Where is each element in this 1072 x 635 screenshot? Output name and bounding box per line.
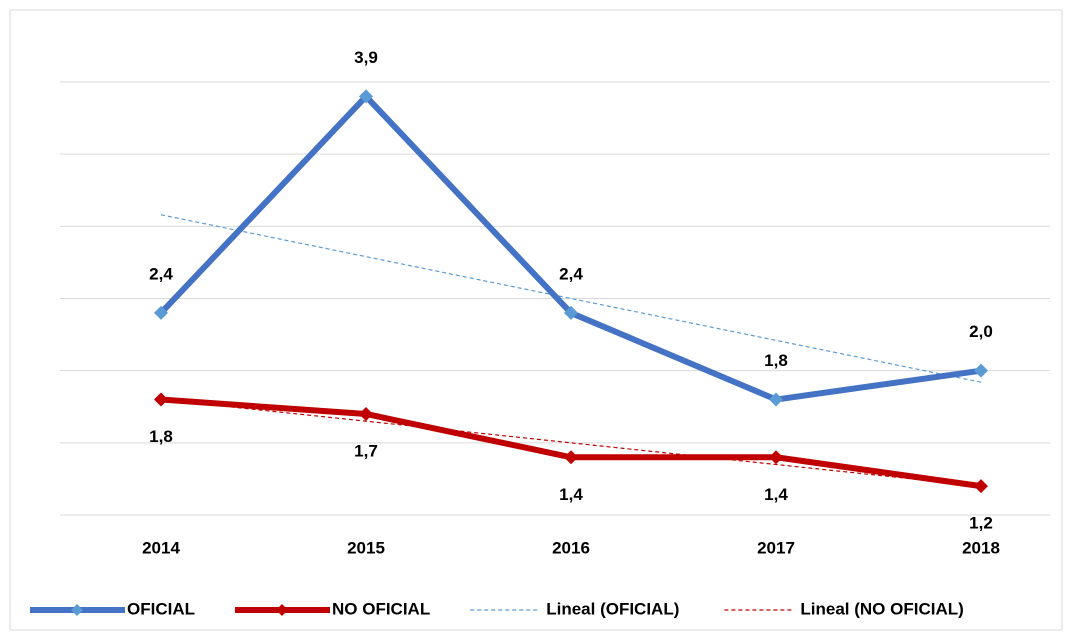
data-label: 1,8 — [764, 351, 788, 370]
marker — [359, 89, 373, 104]
legend-marker — [71, 604, 83, 616]
marker — [154, 305, 168, 320]
marker — [769, 392, 783, 407]
data-label: 1,4 — [559, 485, 583, 504]
marker — [974, 479, 988, 494]
x-tick-label: 2016 — [552, 538, 590, 557]
marker — [359, 406, 373, 421]
x-tick-label: 2014 — [142, 538, 180, 557]
data-label: 2,0 — [969, 322, 993, 341]
trendline — [160, 398, 982, 487]
marker — [154, 392, 168, 407]
data-label: 1,7 — [354, 441, 378, 460]
x-tick-label: 2017 — [757, 538, 795, 557]
x-tick-label: 2015 — [347, 538, 385, 557]
data-label: 1,2 — [969, 514, 993, 533]
marker — [974, 363, 988, 378]
marker — [769, 450, 783, 465]
data-label: 2,4 — [559, 264, 583, 283]
marker — [564, 305, 578, 320]
data-label: 2,4 — [149, 264, 173, 283]
legend-label: Lineal (OFICIAL) — [546, 599, 679, 618]
data-label: 1,8 — [149, 427, 173, 446]
x-tick-label: 2018 — [962, 538, 1000, 557]
data-label: 1,4 — [764, 485, 788, 504]
legend-marker — [276, 604, 288, 616]
legend-label: Lineal (NO OFICIAL) — [800, 599, 963, 618]
data-label: 3,9 — [354, 48, 378, 67]
chart-border — [9, 9, 1063, 631]
marker — [564, 450, 578, 465]
legend-label: NO OFICIAL — [332, 599, 430, 618]
legend-label: OFICIAL — [127, 599, 195, 618]
